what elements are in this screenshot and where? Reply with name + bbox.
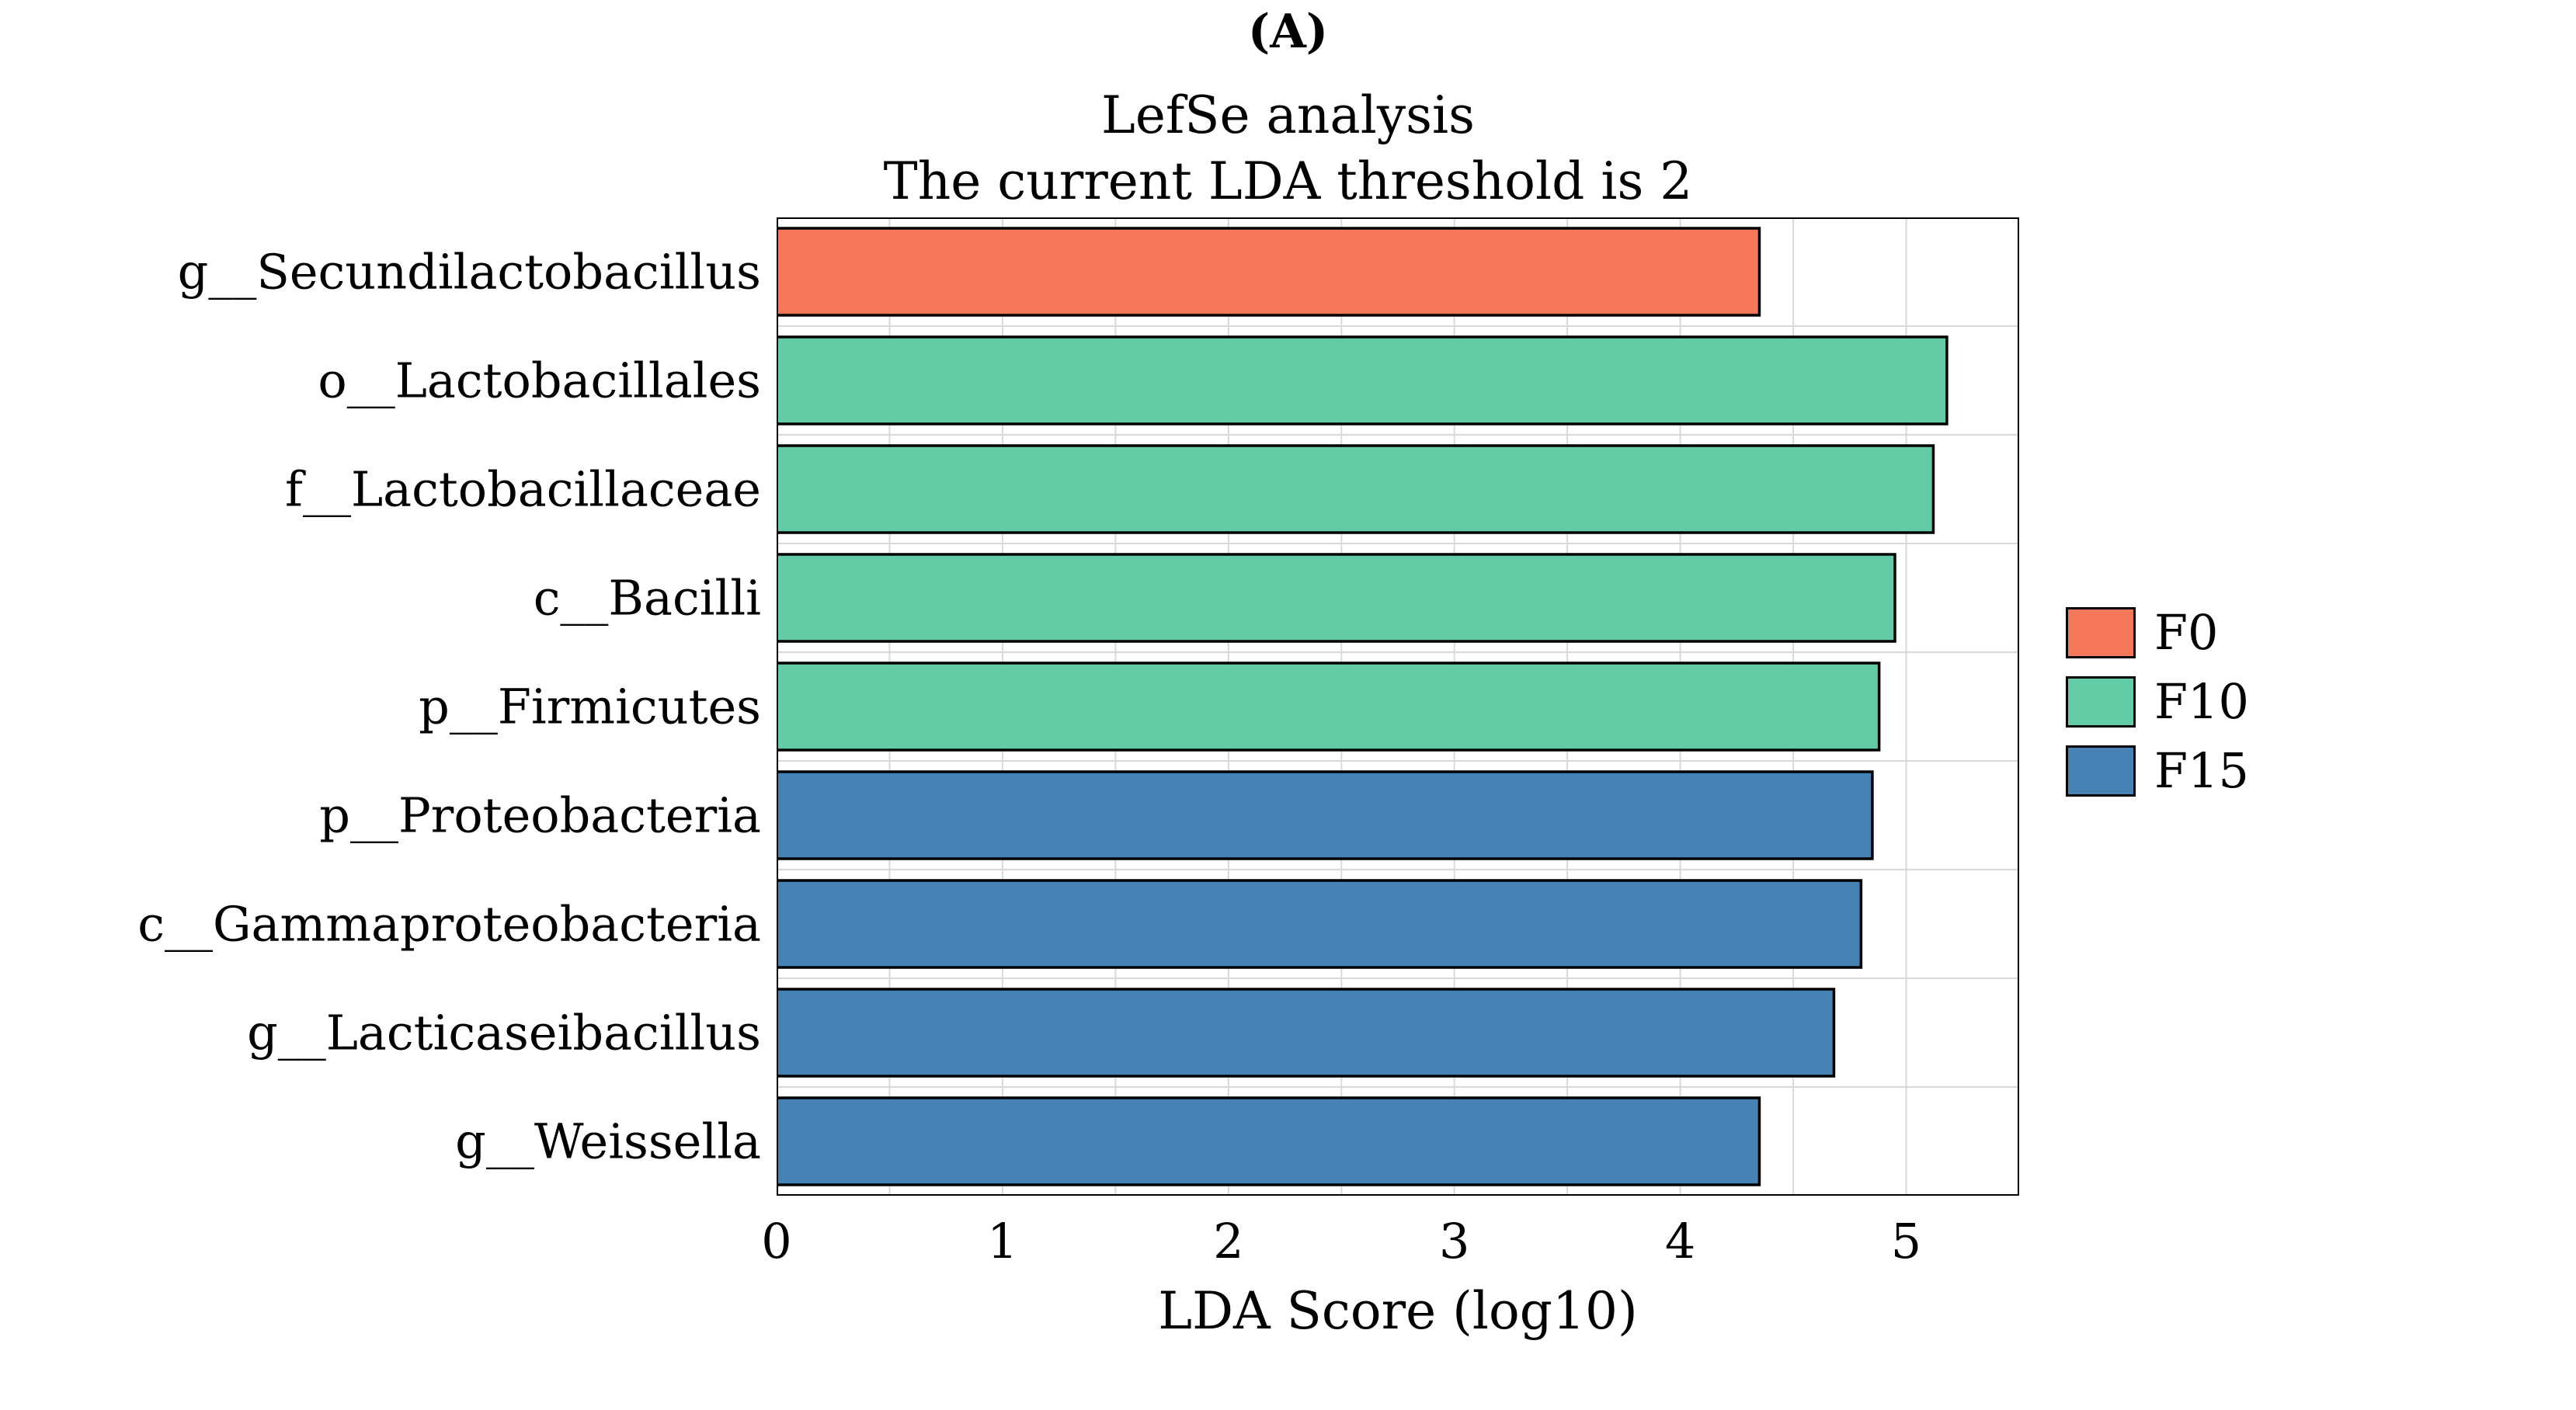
- y-axis-label: g__Secundilactobacillus: [178, 244, 761, 300]
- y-axis-label: g__Lacticaseibacillus: [247, 1005, 761, 1061]
- x-axis-tick-label: 0: [761, 1213, 791, 1269]
- x-axis-tick-label: 1: [987, 1213, 1017, 1269]
- x-axis-tick-label: 4: [1665, 1213, 1695, 1269]
- chart-subtitle: The current LDA threshold is 2: [0, 151, 2576, 211]
- chart-svg: [777, 217, 2019, 1196]
- bar: [777, 228, 1759, 315]
- legend-swatch: [2066, 607, 2136, 658]
- bar: [777, 1098, 1759, 1185]
- legend-swatch: [2066, 676, 2136, 728]
- y-axis-label: c__Bacilli: [534, 570, 761, 627]
- chart-title: LefSe analysis: [0, 85, 2576, 145]
- y-axis-labels: g__Secundilactobacillus o__Lactobacillale…: [0, 217, 761, 1196]
- y-axis-label: f__Lactobacillaceae: [285, 461, 761, 518]
- x-axis-tick-label: 3: [1439, 1213, 1469, 1269]
- y-axis-label: p__Firmicutes: [419, 679, 761, 735]
- y-axis-label: p__Proteobacteria: [319, 787, 761, 844]
- legend: F0 F10 F15: [2066, 604, 2249, 811]
- legend-label: F0: [2154, 604, 2218, 661]
- y-axis-label: g__Weissella: [455, 1113, 761, 1170]
- plot-area: [777, 217, 2019, 1196]
- legend-item: F0: [2066, 604, 2249, 661]
- bar: [777, 772, 1872, 859]
- bar: [777, 337, 1947, 424]
- y-axis-label: c__Gammaproteobacteria: [137, 896, 761, 953]
- legend-item: F10: [2066, 673, 2249, 730]
- bar: [777, 989, 1834, 1076]
- x-axis-tick-label: 5: [1891, 1213, 1921, 1269]
- y-axis-label: o__Lactobacillales: [318, 352, 761, 409]
- page: (A) LefSe analysis The current LDA thres…: [0, 0, 2576, 1410]
- bar: [777, 554, 1895, 641]
- bar: [777, 880, 1861, 967]
- bar: [777, 663, 1879, 750]
- legend-swatch: [2066, 745, 2136, 797]
- legend-label: F10: [2154, 673, 2249, 730]
- legend-item: F15: [2066, 742, 2249, 799]
- legend-label: F15: [2154, 742, 2249, 799]
- bar: [777, 446, 1933, 533]
- panel-label: (A): [0, 5, 2576, 59]
- x-axis-title: LDA Score (log10): [777, 1281, 2019, 1341]
- x-axis-tick-label: 2: [1213, 1213, 1243, 1269]
